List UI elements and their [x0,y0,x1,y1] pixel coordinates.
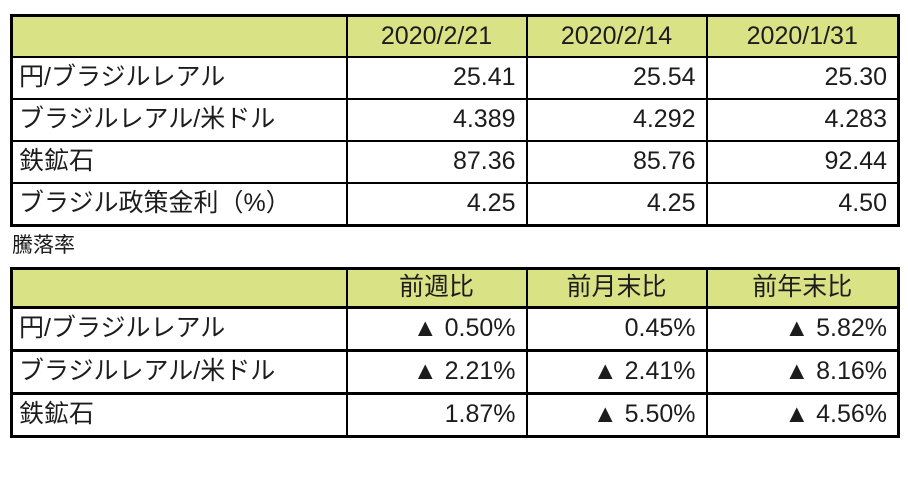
value-cell: 4.292 [525,98,708,142]
value-cell: 4.25 [525,182,708,227]
change-header-mtd: 前月末比 [525,267,708,309]
table-row: 円/ブラジルレアル 25.41 25.54 25.30 [10,56,900,100]
row-label-iron-ore: 鉄鉱石 [10,140,348,184]
levels-header-date-3: 2020/1/31 [705,14,900,58]
value-cell: 25.30 [705,56,900,100]
value-cell: 0.45% [525,306,708,352]
table-row: 鉄鉱石 87.36 85.76 92.44 [10,140,900,184]
value-cell: ▲ 8.16% [705,349,900,395]
report-page: 2020/2/21 2020/2/14 2020/1/31 円/ブラジルレアル … [0,14,908,490]
levels-table: 2020/2/21 2020/2/14 2020/1/31 円/ブラジルレアル … [10,14,900,227]
value-cell: ▲ 5.50% [525,392,708,438]
value-cell: 4.50 [705,182,900,227]
levels-header-row: 2020/2/21 2020/2/14 2020/1/31 [10,14,900,58]
value-cell: ▲ 5.82% [705,306,900,352]
levels-header-date-2: 2020/2/14 [525,14,708,58]
change-rate-table: 前週比 前月末比 前年末比 円/ブラジルレアル ▲ 0.50% 0.45% ▲ … [10,267,900,438]
change-header-wow: 前週比 [345,267,528,309]
row-label-brl-usd: ブラジルレアル/米ドル [10,98,348,142]
table-row: ブラジルレアル/米ドル ▲ 2.21% ▲ 2.41% ▲ 8.16% [10,349,900,395]
value-cell: 4.283 [705,98,900,142]
value-cell: 25.41 [345,56,528,100]
value-cell: ▲ 0.50% [345,306,528,352]
row-label-jpy-brl: 円/ブラジルレアル [10,56,348,100]
value-cell: 87.36 [345,140,528,184]
value-cell: ▲ 2.21% [345,349,528,395]
value-cell: ▲ 4.56% [705,392,900,438]
change-header-ytd: 前年末比 [705,267,900,309]
value-cell: 1.87% [345,392,528,438]
value-cell: 4.389 [345,98,528,142]
levels-header-blank [10,14,348,58]
row-label-iron-ore: 鉄鉱石 [10,392,348,438]
change-header-blank [10,267,348,309]
value-cell: ▲ 2.41% [525,349,708,395]
value-cell: 25.54 [525,56,708,100]
table-row: ブラジルレアル/米ドル 4.389 4.292 4.283 [10,98,900,142]
row-label-brl-usd: ブラジルレアル/米ドル [10,349,348,395]
value-cell: 85.76 [525,140,708,184]
levels-header-date-1: 2020/2/21 [345,14,528,58]
table-row: 鉄鉱石 1.87% ▲ 5.50% ▲ 4.56% [10,392,900,438]
row-label-jpy-brl: 円/ブラジルレアル [10,306,348,352]
table-row: 円/ブラジルレアル ▲ 0.50% 0.45% ▲ 5.82% [10,306,900,352]
table-row: ブラジル政策金利（%） 4.25 4.25 4.50 [10,182,900,227]
change-header-row: 前週比 前月末比 前年末比 [10,267,900,309]
section-title: 騰落率 [12,234,75,257]
value-cell: 4.25 [345,182,528,227]
row-label-policy-rate: ブラジル政策金利（%） [10,182,348,227]
value-cell: 92.44 [705,140,900,184]
